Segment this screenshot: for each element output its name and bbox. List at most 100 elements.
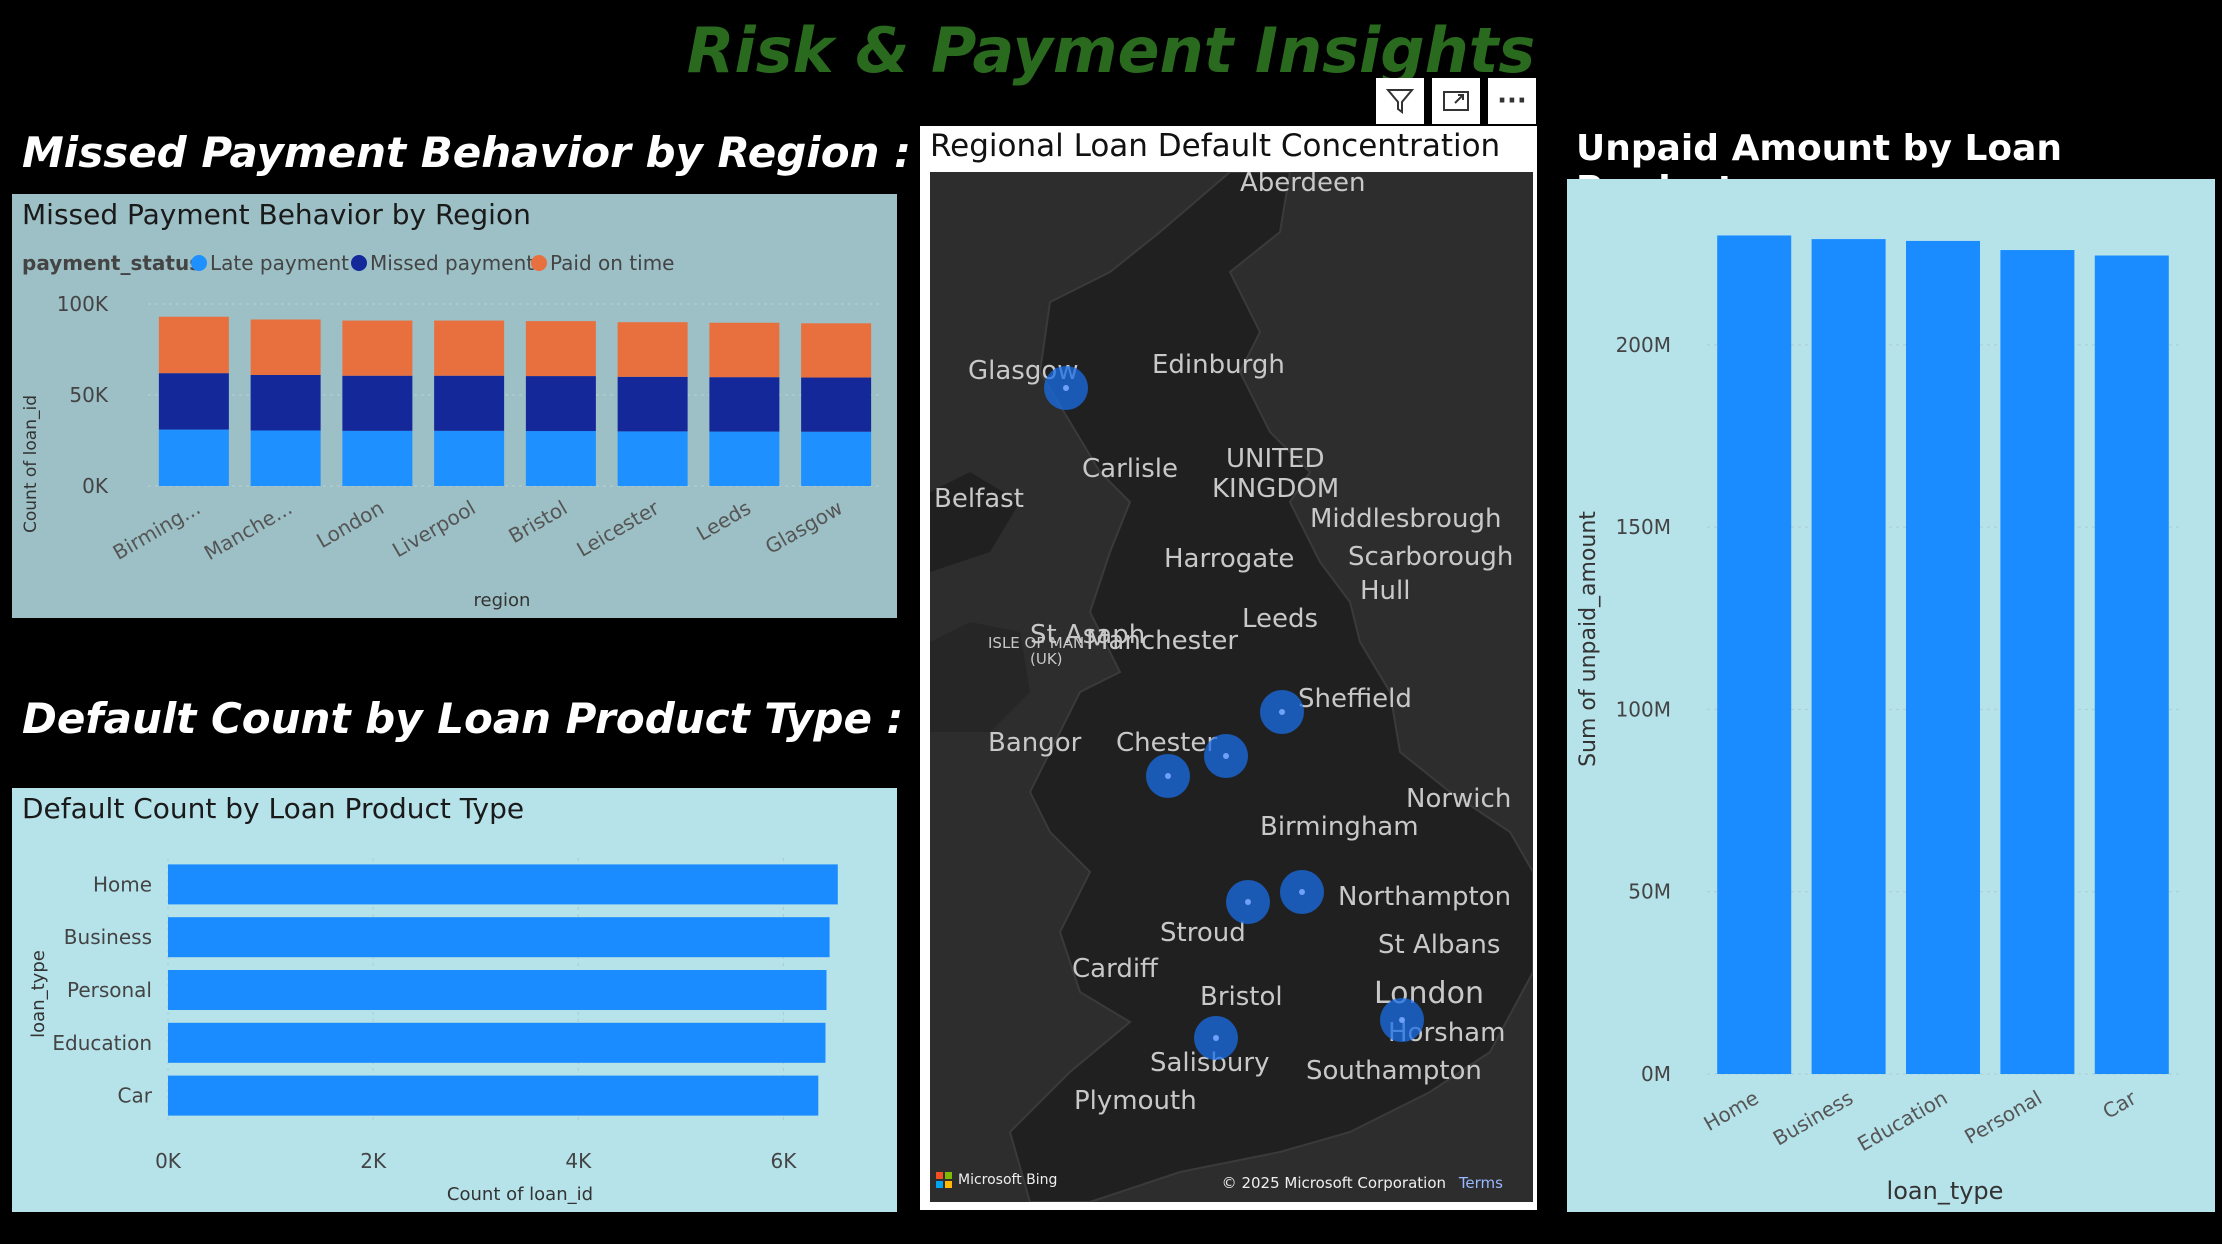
x-tick-label: 2K: [360, 1149, 387, 1173]
bar: [2094, 255, 2169, 1075]
y-tick-label: Car: [118, 1084, 153, 1108]
legend-marker-1: [351, 255, 367, 271]
legend-marker-2: [531, 255, 547, 271]
map-label: Scarborough: [1348, 542, 1514, 572]
map-label: Hull: [1360, 576, 1411, 606]
x-axis-label: loan_type: [1887, 1177, 2004, 1205]
bar: [1811, 239, 1886, 1074]
map-label: Leeds: [1242, 604, 1319, 634]
bing-attribution: Microsoft Bing: [936, 1172, 1057, 1188]
default-count-chart-panel[interactable]: Default Count by Loan Product Type 0K 2K 4…: [12, 788, 897, 1212]
map-bubble-bristol[interactable]: [1194, 1016, 1238, 1060]
map-label: Middlesbrough: [1310, 504, 1502, 534]
y-tick-label: Home: [93, 872, 152, 896]
map-bubble-birmingham[interactable]: [1280, 870, 1324, 914]
x-axis-label: Count of loan_id: [447, 1184, 593, 1205]
x-tick-label: 4K: [565, 1149, 592, 1173]
missed-payment-chart-panel[interactable]: Missed Payment Behavior by Region paymen…: [12, 194, 897, 618]
copyright-text: © 2025 Microsoft Corporation: [1221, 1174, 1447, 1192]
bar-segment: [801, 323, 872, 378]
map-label: Plymouth: [1074, 1086, 1197, 1116]
x-tick-label: 6K: [771, 1149, 798, 1173]
y-tick-label: 50K: [69, 383, 108, 407]
x-tick-label: Leeds: [692, 496, 755, 546]
x-tick-label: Education: [1853, 1086, 1951, 1157]
y-tick-label: 0M: [1641, 1062, 1671, 1086]
x-tick-label: Leicester: [573, 495, 664, 562]
bar-segment: [250, 374, 321, 431]
filter-icon[interactable]: [1376, 78, 1424, 124]
bar-segment: [434, 375, 505, 431]
bar-segment: [709, 322, 780, 378]
legend-label: Missed payment: [370, 251, 534, 275]
map-label: Norwich: [1406, 784, 1512, 814]
microsoft-logo-icon: [936, 1172, 952, 1188]
map-bubble-leeds[interactable]: [1260, 690, 1304, 734]
x-tick-label: Manche...: [200, 496, 296, 565]
map-label: ISLE OF MAN: [988, 634, 1085, 652]
y-tick-label: 100M: [1616, 697, 1671, 721]
x-tick-label: Glasgow: [761, 496, 847, 559]
chart-title: Missed Payment Behavior by Region: [22, 198, 531, 231]
legend-label: Late payment: [210, 251, 349, 275]
bar-segment: [342, 320, 413, 376]
bar: [1717, 235, 1792, 1075]
map-label: Cardiff: [1072, 954, 1158, 984]
map-label: Birmingham: [1260, 812, 1419, 842]
map-bubble-manchester[interactable]: [1204, 734, 1248, 778]
chart-title: Default Count by Loan Product Type: [22, 792, 525, 825]
legend-title: payment_status: [22, 251, 201, 275]
y-tick-label: 150M: [1616, 515, 1671, 539]
map-bubble-glasgow[interactable]: [1044, 366, 1088, 410]
map-panel[interactable]: Regional Loan Default Concentration Aber…: [920, 126, 1537, 1210]
x-axis-label: region: [474, 590, 531, 611]
bar-segment: [709, 431, 780, 486]
bar-segment: [709, 377, 780, 432]
map-landmass: [930, 172, 1533, 1202]
map-label: UNITED: [1226, 444, 1325, 474]
map-bubble-liverpool[interactable]: [1146, 754, 1190, 798]
y-tick-label: 100K: [57, 292, 109, 316]
bar: [168, 864, 838, 905]
bar: [168, 1075, 819, 1116]
y-tick-label: Business: [64, 925, 152, 949]
missed-payment-chart: payment_status Late payment Missed payment…: [21, 251, 882, 611]
map-label: Edinburgh: [1152, 350, 1285, 380]
bar-segment: [158, 373, 229, 430]
legend-label: Paid on time: [550, 251, 674, 275]
legend-marker-0: [191, 255, 207, 271]
bar: [168, 917, 830, 958]
map-canvas[interactable]: Aberdeen Edinburgh Glasgow UNITED KINGDOM Car…: [930, 172, 1533, 1202]
bar: [2000, 250, 2075, 1075]
map-label: St Asaph: [1030, 620, 1146, 650]
map-label: Aberdeen: [1240, 172, 1366, 198]
x-tick-label: Home: [1700, 1086, 1763, 1136]
more-options-icon[interactable]: ···: [1488, 78, 1536, 124]
bar-segment: [525, 431, 596, 486]
bar-segment: [617, 431, 688, 486]
bar-segment: [158, 316, 229, 374]
default-count-chart: 0K 2K 4K 6K Home Business Personal Education Car…: [28, 858, 838, 1205]
map-bubble-leicester[interactable]: [1226, 880, 1270, 924]
x-tick-label: Business: [1769, 1086, 1857, 1151]
map-bubble-london[interactable]: [1380, 998, 1424, 1042]
bar-segment: [801, 377, 872, 432]
bar: [168, 970, 827, 1010]
bar-segment: [801, 431, 872, 486]
unpaid-amount-chart: 0M 50M 100M 150M 200M Sum of unpaid_amount Hom…: [1576, 235, 2179, 1205]
bar-segment: [434, 320, 505, 376]
copyright: © 2025 Microsoft Corporation Terms: [1222, 1174, 1503, 1192]
x-tick-label: London: [312, 496, 387, 553]
y-axis-label: loan_type: [28, 950, 49, 1038]
map-label: Southampton: [1306, 1056, 1482, 1086]
terms-link[interactable]: Terms: [1458, 1174, 1503, 1192]
page-title: Risk & Payment Insights: [686, 14, 1536, 87]
focus-mode-icon[interactable]: [1432, 78, 1480, 124]
y-tick-label: 200M: [1616, 333, 1671, 357]
map-title: Regional Loan Default Concentration: [930, 128, 1501, 164]
y-tick-label: Education: [52, 1031, 152, 1055]
x-tick-label: Bristol: [504, 496, 571, 549]
unpaid-amount-chart-panel[interactable]: 0M 50M 100M 150M 200M Sum of unpaid_amount Hom…: [1567, 179, 2215, 1212]
map-label: Sheffield: [1298, 684, 1412, 714]
map-label: Manchester: [1086, 626, 1239, 656]
